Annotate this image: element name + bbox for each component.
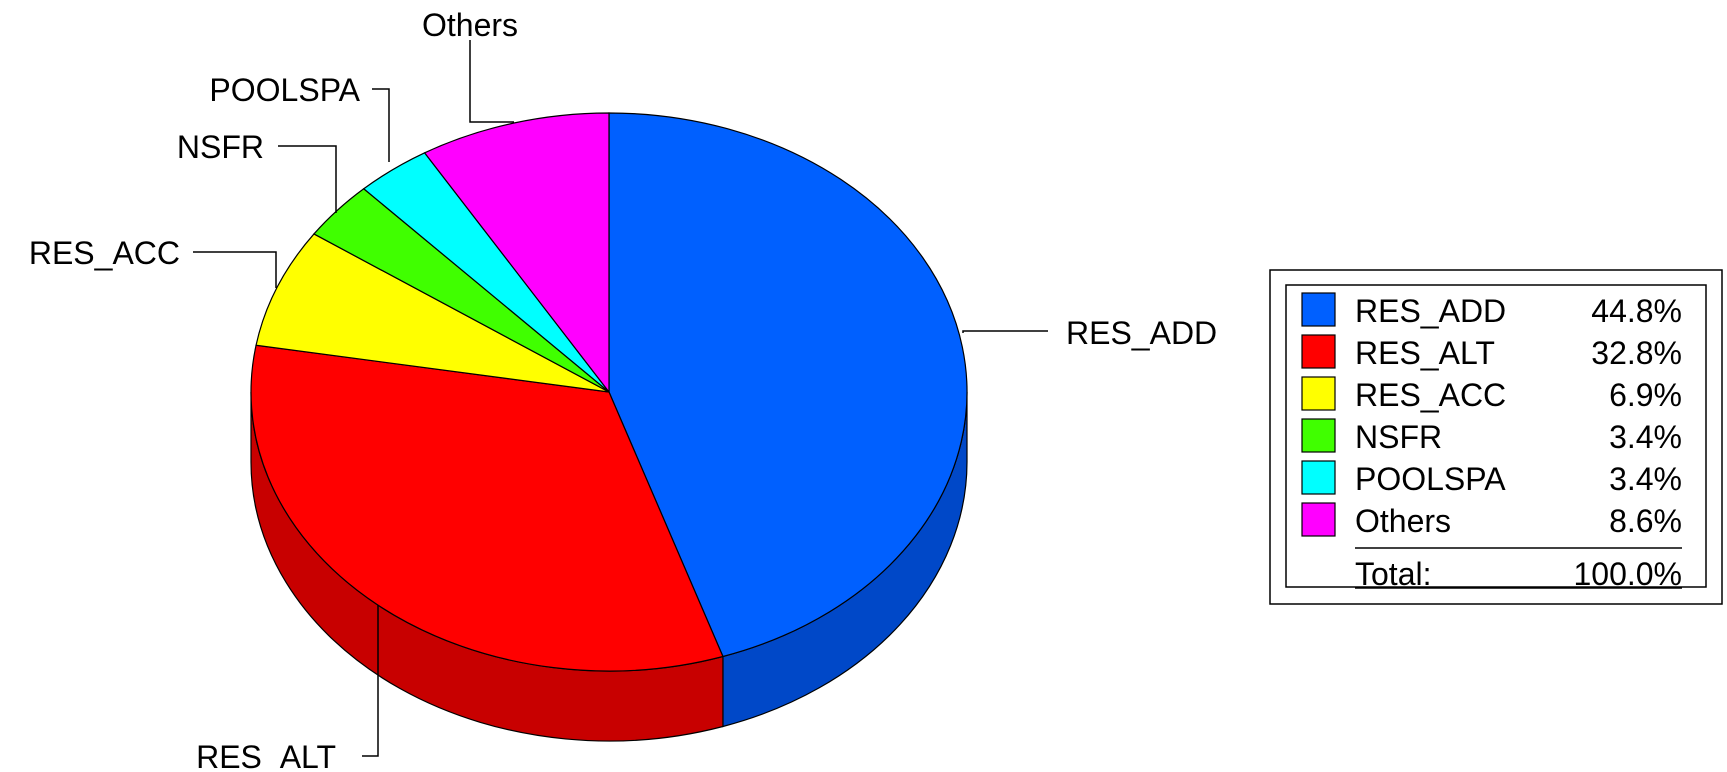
- slice-label-poolspa: POOLSPA: [209, 72, 360, 108]
- slice-label-res-alt: RES_ALT: [196, 739, 336, 772]
- leader-line-poolspa: [372, 88, 390, 162]
- legend-value-res-alt: 32.8%: [1591, 335, 1682, 371]
- legend-swatch-res-acc: [1301, 376, 1336, 411]
- slice-label-res-acc: RES_ACC: [29, 235, 180, 271]
- leader-line-res-alt: [362, 605, 379, 757]
- legend-label-nsfr: NSFR: [1355, 419, 1442, 455]
- legend-label-others: Others: [1355, 503, 1451, 539]
- legend-label-res-acc: RES_ACC: [1355, 377, 1506, 413]
- pie-slice-res-acc: [255, 233, 610, 393]
- legend-swatch-poolspa: [1301, 460, 1336, 495]
- leader-line-res-add: [962, 330, 1048, 333]
- legend-swatch-res-add: [1301, 292, 1336, 327]
- legend-label-res-alt: RES_ALT: [1355, 335, 1495, 371]
- legend-rows: RES_ADD 44.8% RES_ALT 32.8% RES_ACC 6.9% NSFR 3…: [1301, 292, 1682, 539]
- pie-slice-res-add: [608, 112, 968, 658]
- slice-label-others: Others: [422, 7, 518, 43]
- slice-label-group: RES_ADD RES_ALT RES_ACC NSFR POOLSPA Others: [29, 7, 1217, 772]
- leader-line-res-acc: [193, 251, 277, 288]
- legend-label-res-add: RES_ADD: [1355, 293, 1506, 329]
- leader-line-nsfr: [278, 145, 337, 213]
- legend-swatch-others: [1301, 502, 1336, 537]
- slice-label-res-add: RES_ADD: [1066, 315, 1217, 351]
- legend-value-res-add: 44.8%: [1591, 293, 1682, 329]
- legend-swatch-res-alt: [1301, 334, 1336, 369]
- pie-slice-others: [423, 112, 610, 394]
- legend-swatch-nsfr: [1301, 418, 1336, 453]
- legend: RES_ADD 44.8% RES_ALT 32.8% RES_ACC 6.9% NSFR 3…: [1269, 269, 1723, 605]
- leader-line-others: [469, 40, 514, 123]
- legend-total-value: 100.0%: [1573, 556, 1682, 592]
- legend-value-others: 8.6%: [1609, 503, 1682, 539]
- pie-slice-res-alt: [250, 344, 724, 672]
- legend-value-poolspa: 3.4%: [1609, 461, 1682, 497]
- slice-label-nsfr: NSFR: [177, 129, 264, 165]
- legend-total-label: Total:: [1355, 556, 1431, 592]
- legend-inner-frame: [1285, 284, 1707, 588]
- legend-label-poolspa: POOLSPA: [1355, 461, 1506, 497]
- legend-value-res-acc: 6.9%: [1609, 377, 1682, 413]
- pie-top-group: [250, 112, 968, 672]
- legend-value-nsfr: 3.4%: [1609, 419, 1682, 455]
